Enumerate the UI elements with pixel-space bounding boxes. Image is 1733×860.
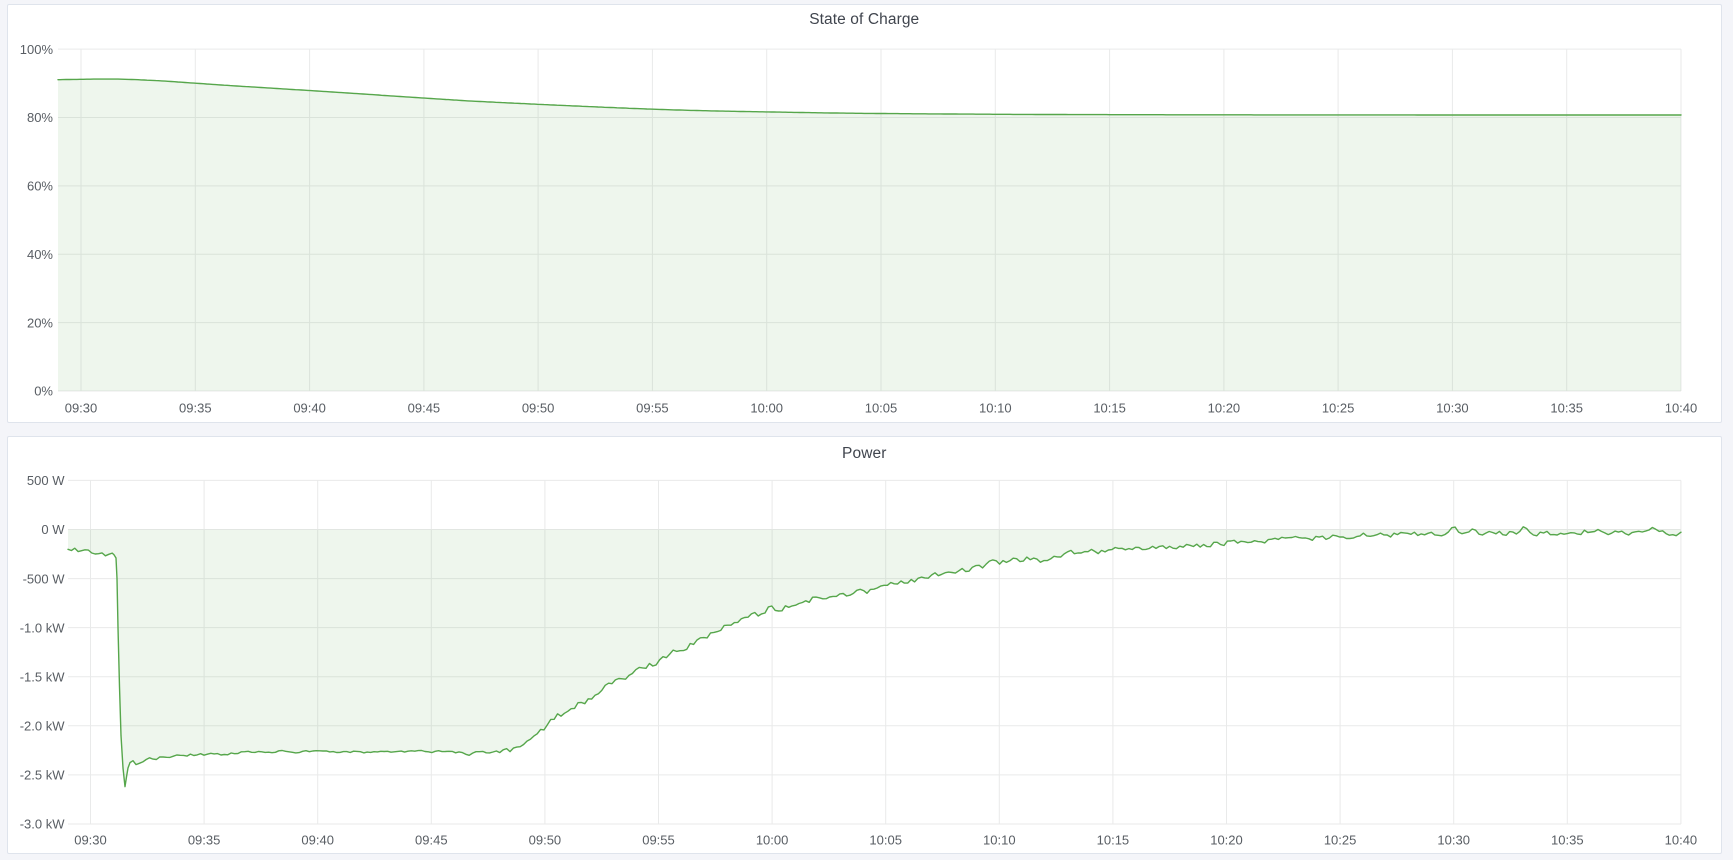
svg-text:10:00: 10:00: [750, 400, 783, 415]
svg-text:10:05: 10:05: [865, 400, 898, 415]
svg-text:09:50: 09:50: [529, 832, 562, 847]
svg-text:10:30: 10:30: [1437, 832, 1470, 847]
svg-text:-1.5 kW: -1.5 kW: [20, 669, 66, 684]
svg-text:09:40: 09:40: [301, 832, 334, 847]
svg-text:60%: 60%: [27, 179, 53, 194]
svg-text:09:40: 09:40: [293, 400, 326, 415]
svg-text:10:40: 10:40: [1665, 400, 1698, 415]
svg-text:09:30: 09:30: [74, 832, 107, 847]
svg-text:09:55: 09:55: [636, 400, 669, 415]
svg-text:10:15: 10:15: [1093, 400, 1126, 415]
svg-text:09:35: 09:35: [179, 400, 212, 415]
svg-text:10:25: 10:25: [1324, 832, 1357, 847]
svg-text:09:35: 09:35: [188, 832, 221, 847]
svg-text:09:30: 09:30: [65, 400, 98, 415]
svg-text:10:35: 10:35: [1551, 832, 1584, 847]
svg-text:10:10: 10:10: [979, 400, 1012, 415]
svg-text:10:25: 10:25: [1322, 400, 1355, 415]
svg-text:20%: 20%: [27, 315, 53, 330]
svg-text:80%: 80%: [27, 110, 53, 125]
svg-text:40%: 40%: [27, 247, 53, 262]
svg-text:-2.5 kW: -2.5 kW: [20, 768, 66, 783]
svg-text:-2.0 kW: -2.0 kW: [20, 719, 66, 734]
svg-text:-500 W: -500 W: [23, 571, 66, 586]
svg-text:-3.0 kW: -3.0 kW: [20, 817, 66, 832]
svg-text:09:55: 09:55: [642, 832, 675, 847]
svg-text:10:20: 10:20: [1208, 400, 1241, 415]
svg-text:0 W: 0 W: [41, 522, 65, 537]
svg-text:10:10: 10:10: [983, 832, 1016, 847]
svg-text:10:35: 10:35: [1550, 400, 1583, 415]
svg-text:0%: 0%: [34, 384, 53, 399]
svg-text:100%: 100%: [20, 42, 54, 57]
svg-text:09:45: 09:45: [415, 832, 448, 847]
svg-text:10:20: 10:20: [1210, 832, 1243, 847]
svg-text:10:00: 10:00: [756, 832, 789, 847]
svg-text:10:05: 10:05: [869, 832, 902, 847]
svg-text:10:40: 10:40: [1665, 832, 1698, 847]
svg-text:10:15: 10:15: [1097, 832, 1130, 847]
svg-text:10:30: 10:30: [1436, 400, 1469, 415]
svg-text:500 W: 500 W: [27, 473, 65, 488]
svg-text:-1.0 kW: -1.0 kW: [20, 620, 66, 635]
svg-text:09:45: 09:45: [408, 400, 441, 415]
svg-text:09:50: 09:50: [522, 400, 555, 415]
